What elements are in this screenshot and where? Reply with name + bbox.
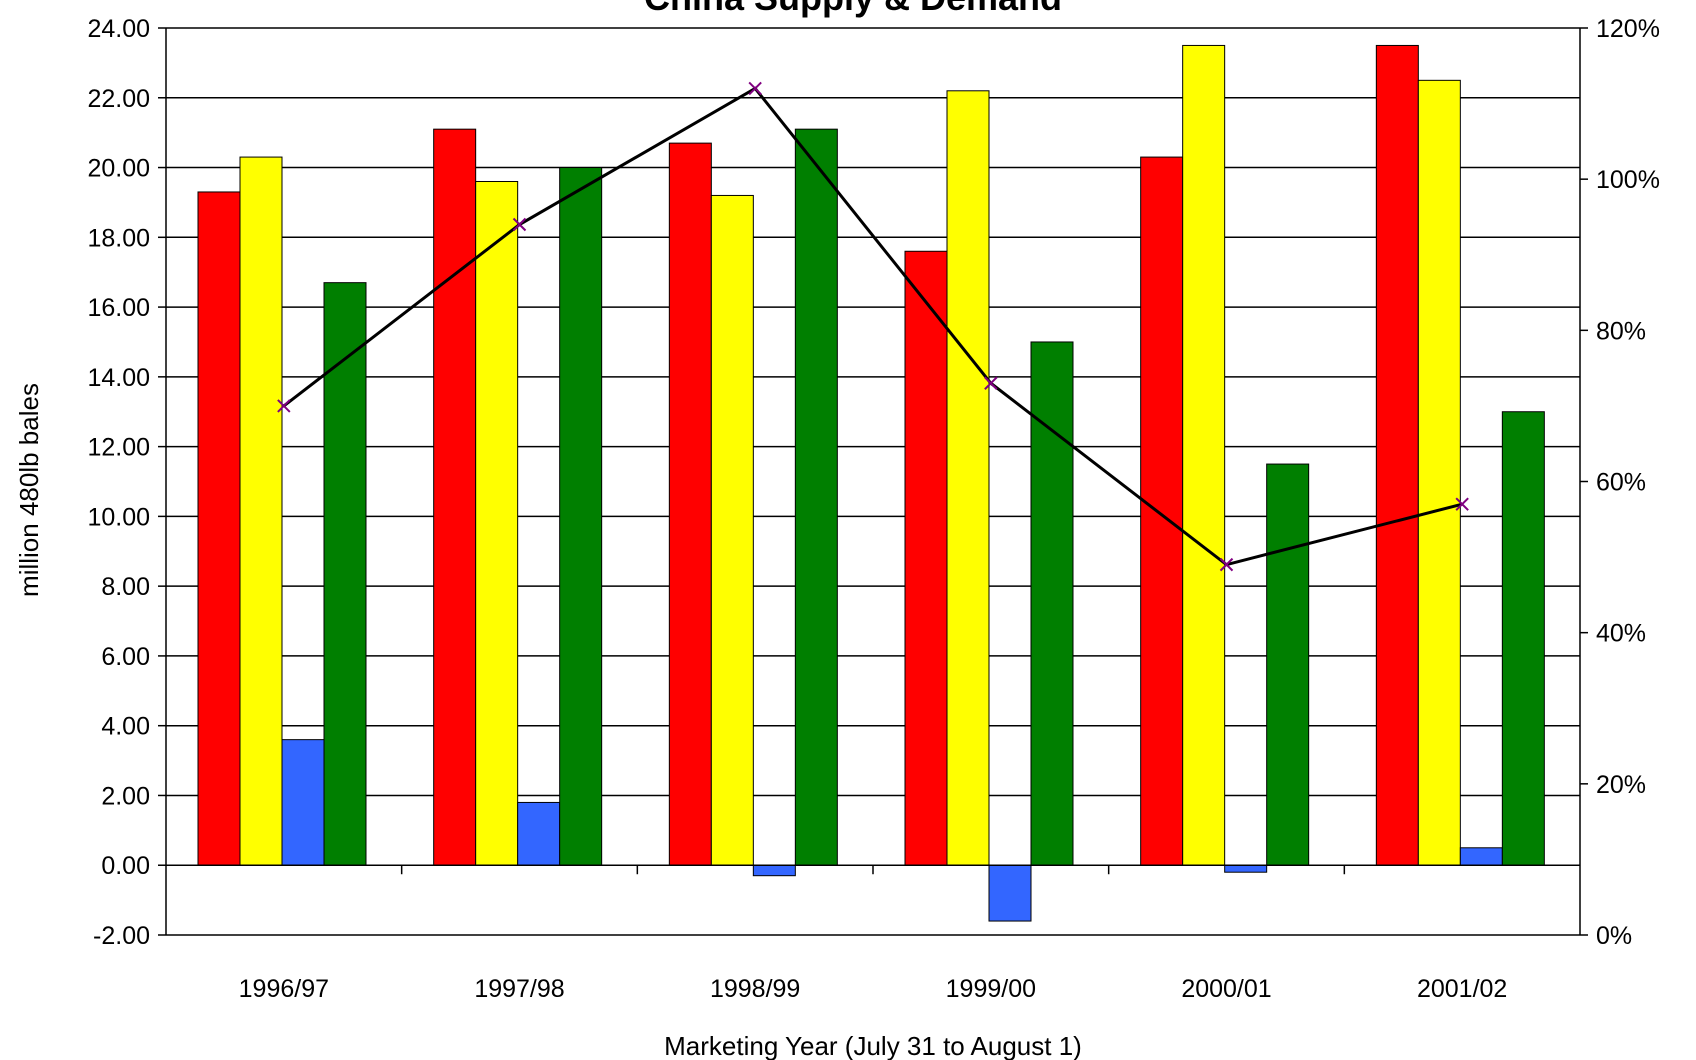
y-tick-label: 16.00	[87, 294, 150, 322]
y-tick-label: 14.00	[87, 364, 150, 392]
bar-series-3-2000-01	[1224, 864, 1268, 873]
y-tick-label: 0.00	[101, 852, 150, 880]
bar-series-4-1996-97	[323, 282, 367, 866]
bar-series-3-1997-98	[517, 801, 561, 866]
bar-series-3-1996-97	[281, 739, 325, 866]
y-tick-label: 4.00	[101, 713, 150, 741]
ratio-point-1997-98	[512, 217, 527, 232]
ratio-line	[277, 81, 1469, 572]
bar-series-3-1999-00	[988, 864, 1032, 922]
y-tick-label: 22.00	[87, 85, 150, 113]
left-axis-tick-labels: -2.00 0.00 2.00 4.00 6.00 8.00 10.00 12.00 14.00…	[87, 15, 150, 950]
chart-title: China Supply & Demand	[644, 0, 1062, 18]
ratio-point-2001-02	[1455, 497, 1469, 511]
ratio-point-1999-00	[984, 376, 998, 390]
x-axis-title: Marketing Year (July 31 to August 1)	[664, 1031, 1082, 1060]
axes	[158, 27, 1588, 936]
y2-tick-label: 60%	[1596, 469, 1646, 497]
bar-series-1-1998-99	[668, 142, 712, 866]
bar-series-2-1997-98	[475, 180, 519, 866]
bar-series-1-2000-01	[1140, 156, 1184, 866]
y2-tick-label: 100%	[1596, 166, 1660, 194]
bar-series-2-1998-99	[710, 194, 754, 866]
ratio-point-1998-99	[748, 81, 762, 96]
bar-series-4-2001-02	[1501, 411, 1545, 866]
bar-series-3-2001-02	[1459, 847, 1503, 866]
bar-series-1-1997-98	[433, 128, 477, 866]
ratio-point-1996-97	[277, 399, 291, 413]
y-tick-label: 8.00	[101, 573, 150, 601]
bar-series-4-1997-98	[559, 167, 603, 866]
bar-series-2-1999-00	[946, 90, 990, 866]
category-label: 1997/98	[474, 975, 564, 1003]
bar-series-2-1996-97	[239, 156, 283, 866]
bar-series-1-1999-00	[904, 250, 948, 866]
y2-tick-label: 40%	[1596, 620, 1646, 648]
bar-series-4-2000-01	[1266, 463, 1310, 866]
y-axis-title: million 480lb bales	[14, 383, 44, 597]
y-tick-label: 6.00	[101, 643, 150, 671]
right-axis-tick-labels: 0% 20% 40% 60% 80% 100% 120%	[1596, 15, 1660, 950]
bar-series-1-1996-97	[197, 191, 241, 866]
y2-tick-label: 80%	[1596, 317, 1646, 345]
y-tick-label: 18.00	[87, 224, 150, 252]
category-label: 1999/00	[946, 975, 1036, 1003]
y-tick-label: -2.00	[93, 922, 150, 950]
y-tick-label: 12.00	[87, 434, 150, 462]
ratio-line-path	[282, 86, 1463, 567]
bar-series-3-1998-99	[752, 864, 796, 877]
y2-tick-label: 120%	[1596, 15, 1660, 43]
bar-series-2-2001-02	[1417, 79, 1461, 866]
bar-series-2-2000-01	[1182, 44, 1226, 866]
y-tick-label: 2.00	[101, 782, 150, 810]
bar-series-4-1998-99	[794, 128, 838, 866]
ratio-point-2000-01	[1219, 557, 1234, 572]
category-label: 1998/99	[710, 975, 800, 1003]
y2-tick-label: 20%	[1596, 771, 1646, 799]
bar-series-1-2001-02	[1375, 44, 1419, 866]
category-label: 2000/01	[1181, 975, 1271, 1003]
y2-tick-label: 0%	[1596, 922, 1632, 950]
y-tick-label: 10.00	[87, 503, 150, 531]
y-tick-label: 20.00	[87, 155, 150, 183]
category-label: 1996/97	[239, 975, 329, 1003]
category-labels: 1996/97 1997/98 1998/99 1999/00 2000/01 2001/…	[239, 975, 1508, 1003]
category-label: 2001/02	[1417, 975, 1507, 1003]
bars	[197, 44, 1545, 922]
y-tick-label: 24.00	[87, 15, 150, 43]
